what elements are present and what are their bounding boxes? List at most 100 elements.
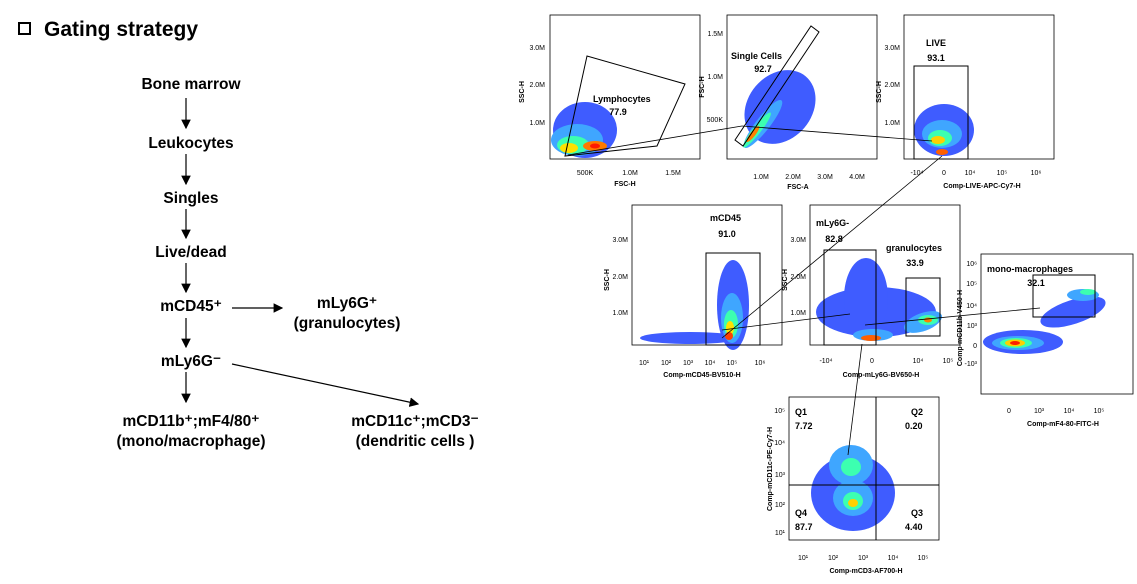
step-mcd45: mCD45⁺ bbox=[160, 298, 222, 315]
x-tick: 1.5M bbox=[665, 170, 681, 177]
q1-value: 7.72 bbox=[795, 421, 813, 431]
plot-mono-macrophages: mono-macrophages 32.1 10⁶ 10⁵ 10⁴ 10³ 0 … bbox=[957, 253, 1134, 428]
step-granulocytes: (granulocytes) bbox=[293, 315, 401, 332]
plot-lymphocytes: Lymphocytes 77.9 3.0M 2.0M 1.0M 500K 1.0… bbox=[519, 14, 701, 188]
y-tick: -10³ bbox=[965, 361, 978, 368]
gate-value: 32.1 bbox=[1027, 278, 1045, 288]
y-tick: 3.0M bbox=[790, 237, 806, 244]
gate-label: mono-macrophages bbox=[987, 264, 1073, 274]
y-tick: 10² bbox=[775, 502, 786, 509]
y-tick: 10⁴ bbox=[774, 440, 785, 447]
y-tick: 3.0M bbox=[529, 45, 545, 52]
y-tick: 10³ bbox=[967, 323, 978, 330]
q2-value: 0.20 bbox=[905, 421, 923, 431]
x-tick: 1.0M bbox=[622, 170, 638, 177]
step-dc-marker: mCD11c⁺;mCD3⁻ bbox=[351, 413, 479, 430]
y-axis-label: Comp-mCD11c-PE-Cy7-H bbox=[767, 427, 774, 511]
step-leukocytes: Leukocytes bbox=[148, 135, 234, 152]
title-square-icon bbox=[18, 22, 31, 35]
x-axis-label: Comp-LIVE-APC-Cy7-H bbox=[943, 183, 1020, 190]
x-axis-label: FSC-H bbox=[614, 181, 635, 188]
gate-value: 93.1 bbox=[927, 53, 945, 63]
x-tick: 1.0M bbox=[753, 174, 769, 181]
gate-value: 92.7 bbox=[754, 64, 772, 74]
x-axis-label: Comp-mCD3-AF700-H bbox=[829, 568, 902, 575]
x-tick: 10⁴ bbox=[705, 360, 716, 367]
y-tick: 0 bbox=[973, 343, 977, 350]
x-tick: 10⁵ bbox=[997, 170, 1008, 177]
y-tick: 1.0M bbox=[529, 120, 545, 127]
q2-label: Q2 bbox=[911, 407, 923, 417]
x-tick: 10⁴ bbox=[1064, 408, 1075, 415]
x-tick: 10⁵ bbox=[943, 358, 954, 365]
plot-dendritic-quadrants: Q1 7.72 Q2 0.20 Q4 87.7 Q3 4.40 10⁵ 10⁴ … bbox=[767, 396, 940, 575]
y-tick: 10³ bbox=[775, 472, 786, 479]
gate-value: 91.0 bbox=[718, 229, 736, 239]
x-tick: 10² bbox=[661, 360, 672, 367]
x-tick: 4.0M bbox=[849, 174, 865, 181]
x-tick: 10¹ bbox=[639, 360, 650, 367]
y-tick: 10⁵ bbox=[966, 281, 977, 288]
plot-live: LIVE 93.1 3.0M 2.0M 1.0M -10⁴ 0 10⁴ 10⁵ … bbox=[876, 14, 1055, 190]
gate-label: mLy6G- bbox=[816, 218, 849, 228]
q4-label: Q4 bbox=[795, 508, 807, 518]
x-tick: 10⁴ bbox=[888, 555, 899, 562]
y-axis-label: Comp-mCD11b-V450-H bbox=[957, 290, 964, 366]
y-tick: 1.0M bbox=[884, 120, 900, 127]
x-tick: 10⁵ bbox=[918, 555, 929, 562]
gate-label: Single Cells bbox=[731, 51, 782, 61]
x-axis-label: FSC-A bbox=[787, 184, 808, 191]
x-tick: 10⁴ bbox=[965, 170, 976, 177]
x-tick: 2.0M bbox=[785, 174, 801, 181]
y-axis-label: FSC-H bbox=[699, 76, 706, 97]
y-axis-label: SSC-H bbox=[782, 269, 789, 291]
x-tick: 500K bbox=[577, 170, 594, 177]
y-tick: 2.0M bbox=[790, 274, 806, 281]
y-tick: 10¹ bbox=[775, 530, 786, 537]
step-bone-marrow: Bone marrow bbox=[141, 76, 241, 93]
q3-value: 4.40 bbox=[905, 522, 923, 532]
y-axis-label: SSC-H bbox=[519, 81, 526, 103]
step-mono-marker: mCD11b⁺;mF4/80⁺ bbox=[122, 413, 260, 430]
gate-value: 77.9 bbox=[609, 107, 627, 117]
y-tick: 2.0M bbox=[884, 82, 900, 89]
q3-label: Q3 bbox=[911, 508, 923, 518]
x-tick: 10³ bbox=[858, 555, 869, 562]
y-tick: 10⁴ bbox=[966, 303, 977, 310]
mono-macrophages-gate bbox=[1032, 274, 1096, 318]
gate-label-2: granulocytes bbox=[886, 243, 942, 253]
x-tick: 10⁶ bbox=[755, 360, 766, 367]
x-tick: 10² bbox=[828, 555, 839, 562]
density-cloud bbox=[914, 104, 974, 156]
x-tick: 0 bbox=[1007, 408, 1011, 415]
gate-label: Lymphocytes bbox=[593, 94, 651, 104]
step-ly6g-neg: mLy6G⁻ bbox=[160, 353, 222, 370]
step-singles: Singles bbox=[163, 190, 219, 207]
q1-label: Q1 bbox=[795, 407, 807, 417]
x-tick: 10⁵ bbox=[1094, 408, 1105, 415]
plot-single-cells: Single Cells 92.7 1.5M 1.0M 500K 1.0M 2.… bbox=[699, 14, 878, 191]
y-tick: 1.0M bbox=[707, 74, 723, 81]
x-tick: -10⁴ bbox=[910, 170, 923, 177]
x-axis-label: Comp-mF4-80-FITC-H bbox=[1027, 421, 1099, 428]
x-tick: -10⁴ bbox=[819, 358, 832, 365]
y-axis-label: SSC-H bbox=[604, 269, 611, 291]
x-axis-label: Comp-mCD45-BV510-H bbox=[663, 372, 740, 379]
gate-value-2: 33.9 bbox=[906, 258, 924, 268]
gate-label: LIVE bbox=[926, 38, 946, 48]
x-tick: 10⁵ bbox=[727, 360, 738, 367]
x-tick: 0 bbox=[870, 358, 874, 365]
density-cloud bbox=[983, 289, 1106, 354]
x-tick: 10⁶ bbox=[1031, 170, 1042, 177]
y-tick: 1.5M bbox=[707, 31, 723, 38]
y-tick: 3.0M bbox=[612, 237, 628, 244]
page-title: Gating strategy bbox=[44, 18, 199, 41]
x-tick: 10³ bbox=[683, 360, 694, 367]
x-tick: 0 bbox=[942, 170, 946, 177]
gate-label: mCD45 bbox=[710, 213, 741, 223]
y-tick: 2.0M bbox=[612, 274, 628, 281]
q4-value: 87.7 bbox=[795, 522, 813, 532]
y-tick: 1.0M bbox=[790, 310, 806, 317]
x-tick: 10³ bbox=[1034, 408, 1045, 415]
